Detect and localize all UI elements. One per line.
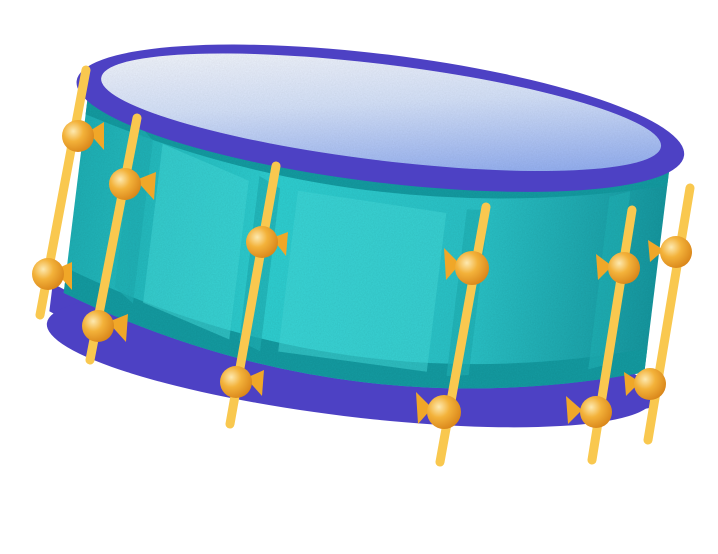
lug-7 — [444, 248, 489, 285]
lug-11 — [648, 236, 692, 268]
lug-10 — [566, 396, 612, 428]
lug-12 — [624, 368, 666, 400]
lugs — [32, 120, 692, 429]
lug-8 — [416, 392, 461, 429]
lug-5 — [246, 226, 288, 258]
drum-body — [46, 44, 685, 428]
lug-3 — [109, 168, 156, 200]
lug-6 — [220, 366, 264, 398]
drum-head-grain — [101, 53, 662, 171]
lug-4 — [82, 310, 128, 342]
lug-9 — [596, 252, 640, 284]
lug-2 — [32, 258, 72, 290]
lug-1 — [62, 120, 104, 152]
